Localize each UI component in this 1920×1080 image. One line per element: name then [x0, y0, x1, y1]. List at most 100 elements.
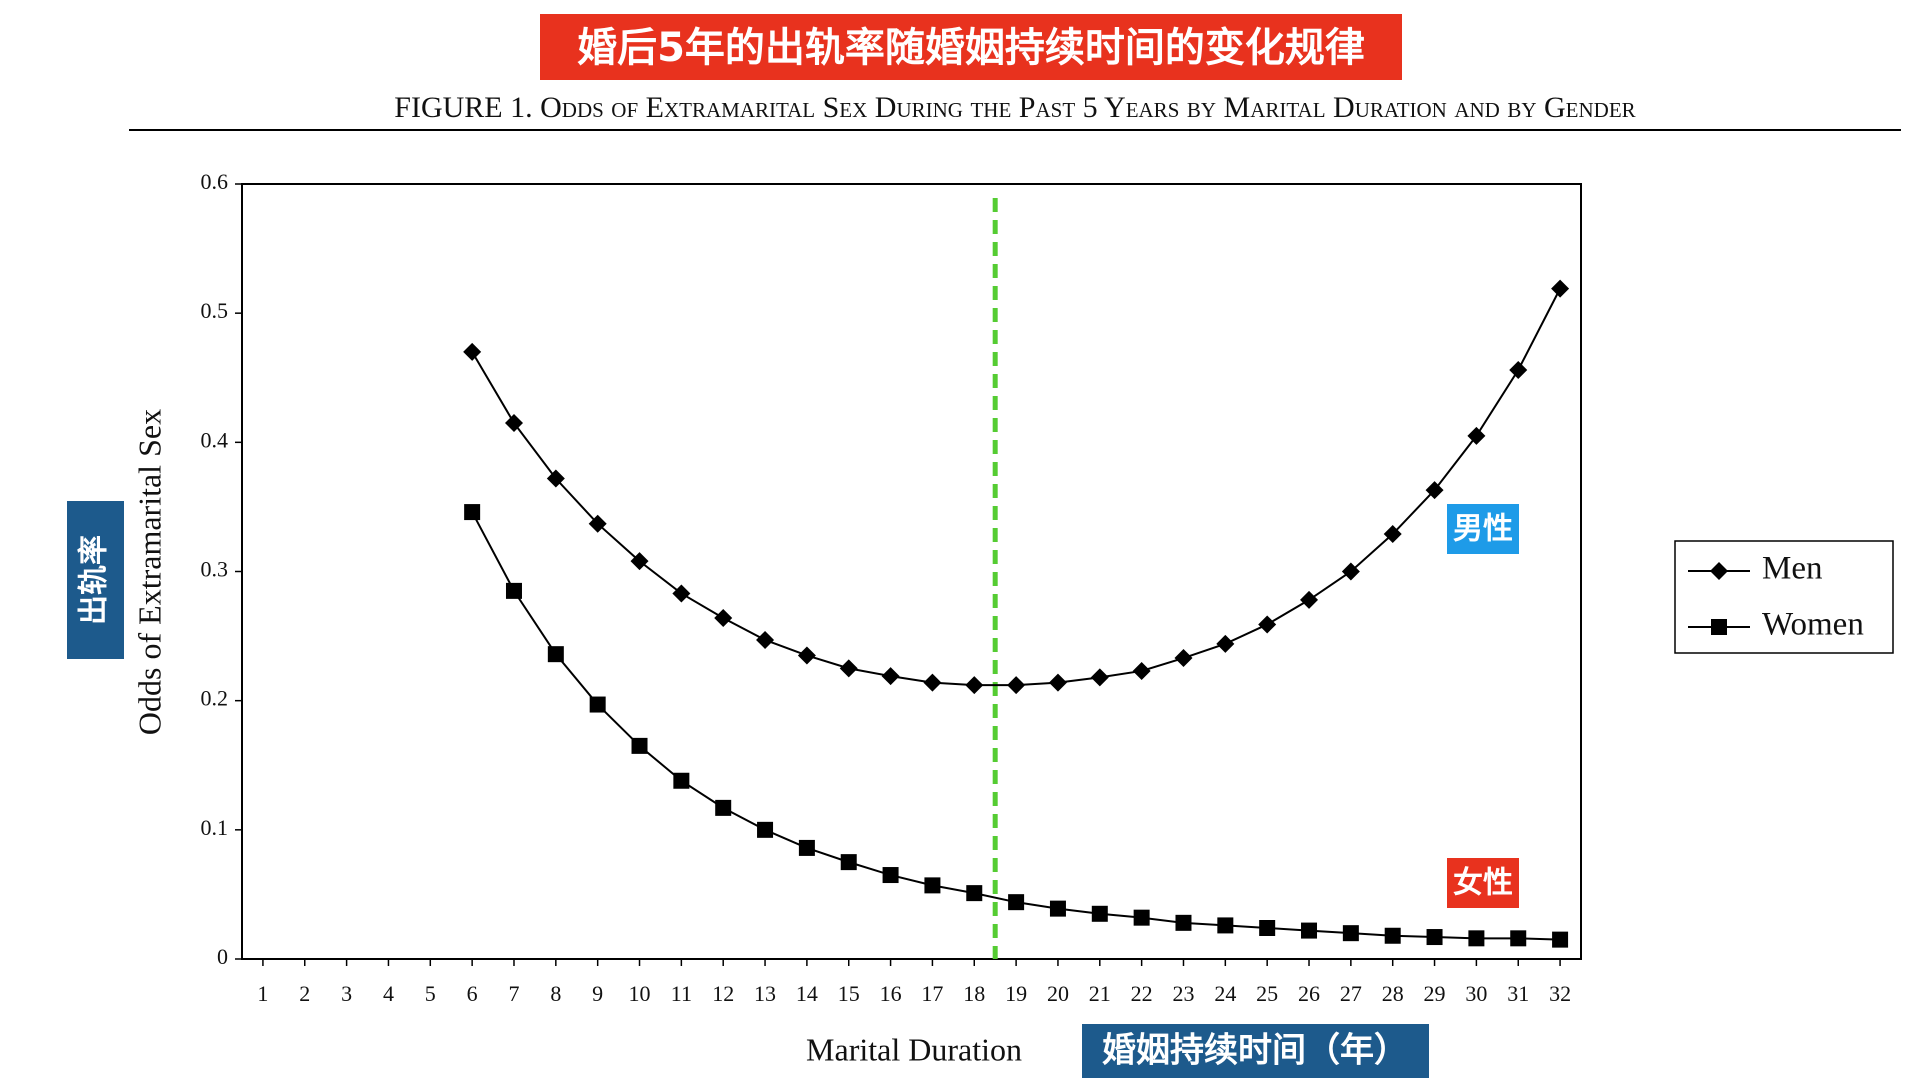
x-tick-label: 11	[671, 981, 692, 1006]
data-point	[881, 667, 900, 686]
data-point	[966, 885, 983, 902]
data-point	[1509, 361, 1528, 379]
data-point	[1341, 562, 1360, 581]
plot-frame	[241, 183, 1582, 960]
data-point	[631, 737, 648, 754]
legend-box	[1674, 540, 1894, 654]
data-point	[1217, 917, 1234, 934]
data-point	[1007, 676, 1026, 695]
data-point	[1552, 931, 1569, 948]
x-tick-label: 3	[341, 981, 352, 1006]
banner: 婚后5年的出轨率随婚姻持续时间的变化规律	[577, 25, 1365, 71]
legend-label: Women	[1762, 607, 1864, 643]
x-tick-label: 32	[1549, 981, 1571, 1006]
series-annotation-box	[1447, 504, 1519, 554]
x-annotation-box	[1082, 1024, 1429, 1078]
y-tick-label: 0	[217, 944, 228, 969]
x-tick-label: 9	[592, 981, 603, 1006]
data-point	[1551, 279, 1570, 298]
data-point	[504, 413, 523, 432]
data-point	[505, 582, 522, 599]
x-tick-label: 25	[1256, 981, 1278, 1006]
data-point	[463, 342, 482, 361]
x-tick-label: 26	[1298, 981, 1320, 1006]
data-point	[882, 867, 899, 884]
data-point	[1132, 661, 1151, 680]
data-point	[798, 839, 815, 856]
data-point	[923, 673, 942, 692]
data-point	[1301, 922, 1318, 939]
y-annotation-box	[67, 501, 124, 659]
data-point	[924, 877, 941, 894]
x-tick-label: 7	[508, 981, 519, 1006]
legend-marker	[1711, 619, 1727, 635]
series-annotation-box	[1447, 858, 1519, 908]
data-point	[1342, 925, 1359, 942]
y-tick-label: 0.4	[201, 427, 229, 452]
x-tick-label: 23	[1172, 981, 1194, 1006]
x-annotation: 婚姻持续时间（年）	[1102, 1031, 1408, 1071]
x-tick-label: 19	[1005, 981, 1027, 1006]
data-point	[589, 696, 606, 713]
x-axis-label: Marital Duration	[806, 1031, 1022, 1067]
data-point	[965, 676, 984, 695]
data-point	[1425, 481, 1444, 500]
y-axis-label: Odds of Extramarital Sex	[131, 409, 167, 735]
x-tick-label: 5	[425, 981, 436, 1006]
data-point	[1175, 914, 1192, 931]
y-tick-label: 0.6	[201, 169, 229, 194]
data-point	[756, 630, 775, 649]
y-tick-label: 0.1	[201, 815, 229, 840]
series-line	[471, 511, 1561, 941]
series-line	[471, 288, 1561, 687]
x-tick-label: 17	[921, 981, 943, 1006]
data-point	[1383, 525, 1402, 544]
data-point	[1174, 649, 1193, 668]
data-point	[715, 799, 732, 816]
data-point	[1049, 900, 1066, 917]
legend-marker	[1710, 562, 1728, 580]
data-point	[672, 584, 691, 603]
y-annotation: 出轨率	[77, 535, 112, 625]
x-tick-label: 18	[963, 981, 985, 1006]
data-point	[1467, 426, 1486, 445]
legend-label: Men	[1762, 551, 1823, 587]
x-tick-label: 13	[754, 981, 776, 1006]
x-tick-label: 20	[1047, 981, 1069, 1006]
data-point	[630, 552, 649, 571]
data-point	[1133, 909, 1150, 926]
chart-title: FIGURE 1. Odds of Extramarital Sex Durin…	[394, 91, 1635, 124]
x-tick-label: 28	[1382, 981, 1404, 1006]
series-annotation: 女性	[1453, 866, 1513, 901]
x-tick-label: 21	[1089, 981, 1111, 1006]
data-point	[546, 469, 565, 488]
x-tick-label: 29	[1424, 981, 1446, 1006]
x-tick-label: 24	[1214, 981, 1236, 1006]
data-point	[840, 854, 857, 871]
x-tick-label: 2	[299, 981, 310, 1006]
y-tick-label: 0.2	[201, 686, 229, 711]
data-point	[1468, 930, 1485, 947]
data-point	[673, 772, 690, 789]
data-point	[464, 504, 481, 521]
data-point	[1008, 894, 1025, 911]
data-point	[1510, 930, 1527, 947]
data-point	[1426, 929, 1443, 946]
data-point	[1090, 668, 1109, 687]
data-point	[1216, 634, 1235, 653]
y-tick-label: 0.5	[201, 298, 229, 323]
series-annotation: 男性	[1453, 512, 1513, 547]
x-tick-label: 1	[257, 981, 268, 1006]
data-point	[797, 646, 816, 665]
banner-box	[540, 14, 1402, 80]
data-point	[1384, 927, 1401, 944]
x-tick-label: 4	[383, 981, 394, 1006]
x-tick-label: 16	[880, 981, 902, 1006]
x-tick-label: 8	[550, 981, 561, 1006]
data-point	[1048, 673, 1067, 692]
x-tick-label: 6	[467, 981, 478, 1006]
x-tick-label: 14	[796, 981, 818, 1006]
x-tick-label: 27	[1340, 981, 1362, 1006]
